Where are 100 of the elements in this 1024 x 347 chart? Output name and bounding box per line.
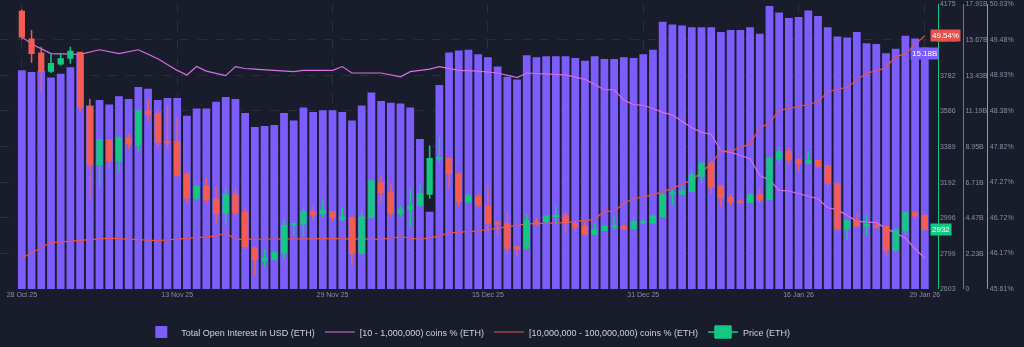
candlestick: [310, 204, 317, 220]
bar: [144, 88, 152, 289]
candlestick: [377, 173, 385, 204]
candlestick: [921, 213, 928, 232]
bar: [581, 60, 589, 289]
candlestick: [300, 206, 307, 237]
candlestick: [610, 215, 618, 232]
candlestick: [795, 157, 802, 172]
candlestick: [368, 179, 375, 220]
candlestick: [484, 184, 492, 232]
candlestick: [892, 227, 899, 253]
bar: [794, 17, 803, 289]
candlestick: [552, 204, 559, 225]
bar: [396, 103, 405, 289]
bar: [649, 49, 657, 289]
candlestick: [601, 224, 608, 232]
bar: [785, 18, 793, 289]
bar: [804, 10, 813, 289]
candlestick: [562, 211, 569, 234]
candlestick: [387, 183, 394, 218]
candlestick: [688, 168, 695, 193]
legend-label: Total Open Interest in USD (ETH): [181, 327, 315, 338]
candlestick: [57, 52, 64, 67]
candlestick: [455, 171, 462, 208]
bar: [17, 70, 26, 289]
candlestick: [154, 109, 161, 148]
candlestick: [242, 206, 249, 251]
candlestick: [475, 192, 482, 208]
candlestick: [620, 222, 627, 232]
candlestick: [232, 187, 239, 218]
candlestick: [106, 139, 113, 169]
candlestick: [824, 164, 831, 188]
candlestick: [193, 184, 200, 202]
candlestick: [271, 250, 278, 261]
candlestick: [329, 211, 336, 222]
candlestick: [814, 159, 822, 169]
candlestick: [504, 211, 511, 255]
bar: [629, 57, 638, 289]
bar: [163, 98, 172, 289]
legend-label: [10,000,000 - 100,000,000) coins % (ETH): [528, 327, 698, 338]
candlestick: [261, 249, 268, 269]
candlestick: [659, 192, 666, 218]
candlestick: [678, 185, 686, 196]
candlestick: [465, 192, 472, 204]
bar: [37, 70, 46, 289]
bar: [717, 32, 725, 289]
bar: [600, 58, 609, 289]
bar: [619, 57, 628, 289]
bar: [707, 27, 716, 289]
candlestick: [591, 222, 598, 236]
text: 2932: [932, 225, 950, 234]
candlestick: [698, 160, 705, 185]
bar: [66, 67, 75, 289]
bar: [260, 126, 269, 289]
candlestick: [640, 218, 647, 226]
bar: [309, 112, 318, 289]
bar: [464, 49, 473, 289]
candlestick: [766, 156, 773, 202]
bar: [328, 110, 337, 289]
candlestick: [135, 108, 142, 153]
bar: [406, 107, 415, 289]
candlestick: [785, 146, 793, 166]
candlestick: [445, 157, 453, 190]
candlestick: [125, 133, 132, 150]
bar: [542, 56, 551, 289]
candlestick: [523, 213, 530, 250]
candlestick: [280, 218, 288, 261]
candlestick: [319, 199, 326, 218]
candlestick: [746, 192, 754, 204]
candlestick: [28, 29, 35, 64]
bar: [561, 56, 570, 289]
candlestick: [290, 220, 297, 237]
bar: [571, 57, 580, 289]
candlestick: [144, 99, 152, 123]
data-label: 15.18B: [912, 49, 938, 58]
bar: [872, 44, 881, 289]
candlestick: [494, 220, 501, 237]
bar: [823, 27, 832, 289]
candlestick: [533, 217, 540, 227]
candlestick: [38, 46, 45, 93]
bar: [250, 127, 259, 289]
candlestick: [76, 51, 84, 113]
bar: [513, 79, 521, 289]
candlestick: [47, 53, 55, 74]
bar: [503, 76, 512, 289]
candlestick: [708, 160, 715, 195]
candlestick: [844, 218, 851, 241]
candlestick: [834, 181, 841, 232]
candlestick: [426, 144, 433, 200]
candlestick: [805, 150, 812, 164]
candlestick: [407, 188, 414, 228]
bar: [318, 110, 327, 289]
bar: [610, 58, 618, 289]
candlestick: [251, 247, 258, 276]
candlestick: [717, 184, 725, 208]
candlestick: [67, 46, 74, 65]
candlestick: [543, 214, 550, 225]
candlestick: [669, 188, 676, 206]
candlestick: [18, 8, 25, 41]
candlestick: [863, 213, 870, 236]
